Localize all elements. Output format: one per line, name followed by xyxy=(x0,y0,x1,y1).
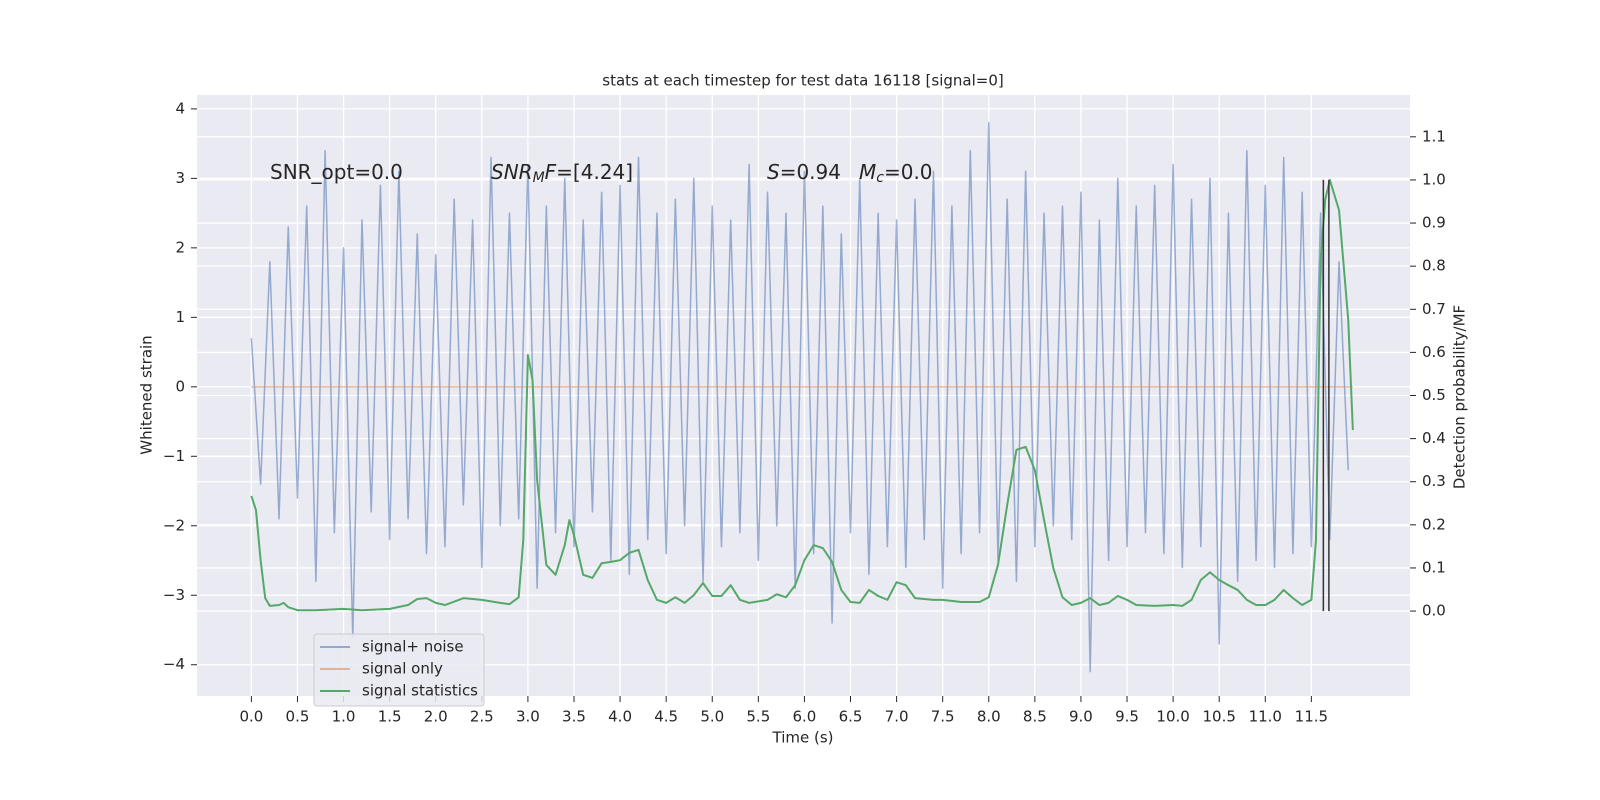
x-tick-label: 11.0 xyxy=(1249,708,1282,726)
legend: signal+ noise signal only signal statistic… xyxy=(313,633,485,707)
legend-label: signal only xyxy=(362,660,443,678)
x-tick-label: 5.5 xyxy=(746,708,770,726)
x-tick-label: 2.5 xyxy=(470,708,494,726)
legend-box xyxy=(313,633,485,707)
y-tick-label: 2 xyxy=(175,238,185,256)
series-line xyxy=(250,178,1354,612)
y2-tick-label: 1.0 xyxy=(1422,170,1446,188)
y2-tick-label: 0.8 xyxy=(1422,257,1446,275)
y2-axis-label: Detection probability/MF xyxy=(1451,305,1469,489)
marks xyxy=(250,122,1354,673)
y2-tick-label: 0.7 xyxy=(1422,300,1446,318)
x-tick-label: 4.5 xyxy=(654,708,678,726)
x-tick-label: 3.0 xyxy=(516,708,540,726)
annotation: SNR_opt=0.0 xyxy=(270,160,403,184)
y-tick-label: 3 xyxy=(175,169,185,187)
x-tick-label: 0.5 xyxy=(286,708,310,726)
annotation-part: S xyxy=(767,160,780,184)
x-tick-label: 6.0 xyxy=(792,708,816,726)
y-tick-label: 0 xyxy=(175,377,185,395)
x-tick-label: 7.0 xyxy=(885,708,909,726)
axes: 0.0 0.5 1.0 1.5 2.0 2.5 3.0 3.5 4.0 4.5 5.0 5.5 6.0 6… xyxy=(163,99,1446,725)
annotation-part: M xyxy=(859,160,876,184)
annotation-part: SNR xyxy=(491,160,533,184)
y-tick-label: 4 xyxy=(175,99,185,117)
x-tick-label: 1.0 xyxy=(332,708,356,726)
y2-tick-label: 0.1 xyxy=(1422,558,1446,576)
x-tick-label: 4.0 xyxy=(608,708,632,726)
x-tick-label: 3.5 xyxy=(562,708,586,726)
y2-tick-label: 0.4 xyxy=(1422,429,1446,447)
x-tick-label: 10.5 xyxy=(1202,708,1235,726)
y2-tick-label: 0.5 xyxy=(1422,386,1446,404)
annotation-part: F xyxy=(545,160,557,184)
y-tick-label: −2 xyxy=(163,516,185,534)
y2-tick-label: 1.1 xyxy=(1422,127,1446,145)
x-tick-label: 10.0 xyxy=(1156,708,1189,726)
x-tick-label: 2.0 xyxy=(424,708,448,726)
y-tick-label: 1 xyxy=(175,308,185,326)
y2-tick-label: 0.3 xyxy=(1422,472,1446,490)
x-axis-label: Time (s) xyxy=(772,729,834,747)
series-line xyxy=(250,122,1349,673)
x-tick-label: 9.0 xyxy=(1069,708,1093,726)
x-tick-label: 1.5 xyxy=(378,708,402,726)
y2-tick-label: 0.6 xyxy=(1422,343,1446,361)
annotation-part: =[4.24] xyxy=(556,160,633,184)
x-tick-label: 0.0 xyxy=(239,708,263,726)
annotation-part: =0.94 xyxy=(780,160,841,184)
annotation-part: =0.0 xyxy=(884,160,933,184)
annotation-part: SNR_opt=0.0 xyxy=(270,160,403,184)
y-axis-label: Whitened strain xyxy=(138,335,156,454)
annotation-part: M xyxy=(533,170,545,186)
y-tick-label: −4 xyxy=(163,655,185,673)
x-tick-label: 8.0 xyxy=(977,708,1001,726)
y2-tick-label: 0.0 xyxy=(1422,602,1446,620)
y-tick-label: −1 xyxy=(163,447,185,465)
y2-tick-label: 0.2 xyxy=(1422,515,1446,533)
annotation: SNRMF=[4.24] xyxy=(491,160,633,187)
y-tick-label: −3 xyxy=(163,586,185,604)
x-tick-label: 11.5 xyxy=(1295,708,1328,726)
annotation-part: c xyxy=(876,170,884,186)
annotation: S=0.94 xyxy=(767,160,841,184)
x-tick-label: 6.5 xyxy=(839,708,863,726)
y2-tick-label: 0.9 xyxy=(1422,214,1446,232)
x-tick-label: 8.5 xyxy=(1023,708,1047,726)
chart-title: stats at each timestep for test data 161… xyxy=(602,72,1003,90)
x-tick-label: 5.0 xyxy=(700,708,724,726)
x-tick-label: 7.5 xyxy=(931,708,955,726)
legend-label: signal+ noise xyxy=(362,638,464,656)
legend-label: signal statistics xyxy=(362,682,478,700)
x-tick-label: 9.5 xyxy=(1115,708,1139,726)
annotation: Mc=0.0 xyxy=(859,160,933,187)
